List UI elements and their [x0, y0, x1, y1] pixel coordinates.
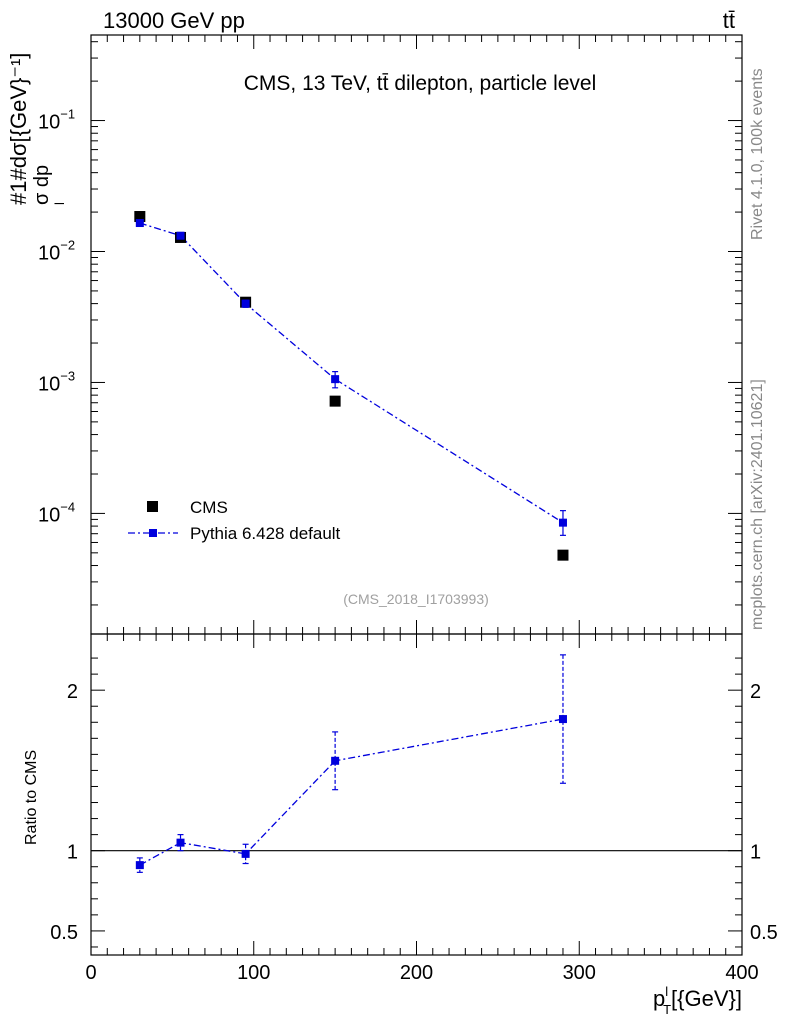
cms-data-point	[329, 395, 341, 407]
y-tick-label: 10−1	[38, 107, 75, 134]
ratio-data-point	[135, 861, 144, 870]
cms-data-point	[134, 211, 146, 223]
legend-marker-cms	[147, 501, 158, 512]
y-tick-label: 10−4	[38, 499, 75, 526]
ratio-tick-label-left: 2	[67, 681, 78, 703]
pythia-data-point	[241, 299, 250, 308]
legend-marker-pythia	[149, 529, 157, 537]
y-axis-label-line1: #1#dσ[{GeV}⁻¹]	[6, 53, 31, 205]
pythia-ratio-line	[139, 718, 564, 866]
ratio-data-point	[176, 838, 185, 847]
ratio-panel-frame	[90, 633, 743, 956]
legend: CMS Pythia 6.428 default	[128, 498, 341, 543]
x-tick-label: 0	[85, 962, 96, 984]
x-tick-label: 400	[725, 962, 758, 984]
x-axis-label-sub: T	[663, 1002, 671, 1017]
x-axis-label-main: p	[653, 986, 665, 1011]
x-tick-label: 100	[237, 962, 270, 984]
mcplots-label: mcplots.cern.ch [arXiv:2401.10621]	[749, 379, 766, 630]
process-label: tt̄	[723, 8, 735, 33]
data-points	[134, 211, 569, 873]
y-axis-label: #1#dσ[{GeV}⁻¹] σ dp l	[6, 53, 67, 205]
ratio-tick-label-right: 2	[750, 681, 761, 703]
x-tick-label: 300	[563, 962, 596, 984]
ratio-y-axis-label: Ratio to CMS	[23, 750, 40, 845]
pythia-main-line	[139, 222, 564, 524]
ratio-tick-label-right: 1	[750, 842, 761, 864]
series-lines	[139, 222, 564, 866]
pythia-data-point	[331, 375, 340, 384]
x-axis-label-unit: [{GeV}]	[671, 986, 742, 1011]
ratio-data-point	[331, 756, 340, 765]
cms-data-point	[557, 549, 569, 561]
x-tick-label: 200	[400, 962, 433, 984]
rivet-label: Rivet 4.1.0, 100k events	[749, 68, 766, 240]
y-tick-label: 10−2	[38, 237, 75, 264]
x-axis-label: pl T[{GeV}]	[653, 984, 742, 1017]
main-panel-frame	[90, 34, 743, 635]
ratio-data-point	[241, 849, 250, 858]
y-tick-label: 10−3	[38, 368, 75, 395]
pythia-data-point	[135, 219, 144, 228]
ratio-tick-label-left: 1	[67, 842, 78, 864]
energy-label: 13000 GeV pp	[103, 8, 245, 33]
pythia-data-point	[558, 518, 567, 527]
ratio-tick-label-right: 0.5	[750, 922, 778, 944]
pythia-data-point	[176, 231, 185, 240]
analysis-id: (CMS_2018_I1703993)	[343, 591, 489, 607]
legend-label-cms: CMS	[190, 498, 228, 517]
tick-marks	[90, 35, 743, 955]
y-axis-label-line3: l	[52, 202, 67, 205]
y-axis-label-line2: σ dp	[31, 165, 53, 205]
ratio-data-point	[558, 715, 567, 724]
chart-title: CMS, 13 TeV, tt̄ dilepton, particle leve…	[244, 72, 597, 95]
legend-label-pythia: Pythia 6.428 default	[190, 524, 341, 543]
ratio-tick-label-left: 0.5	[50, 922, 78, 944]
x-axis-label-sup: l	[665, 984, 668, 999]
tick-labels: 0 100 200 300 400 10−4 10−3 10−2 10−1 0.5 0.5 1 1 2 2	[38, 107, 778, 984]
